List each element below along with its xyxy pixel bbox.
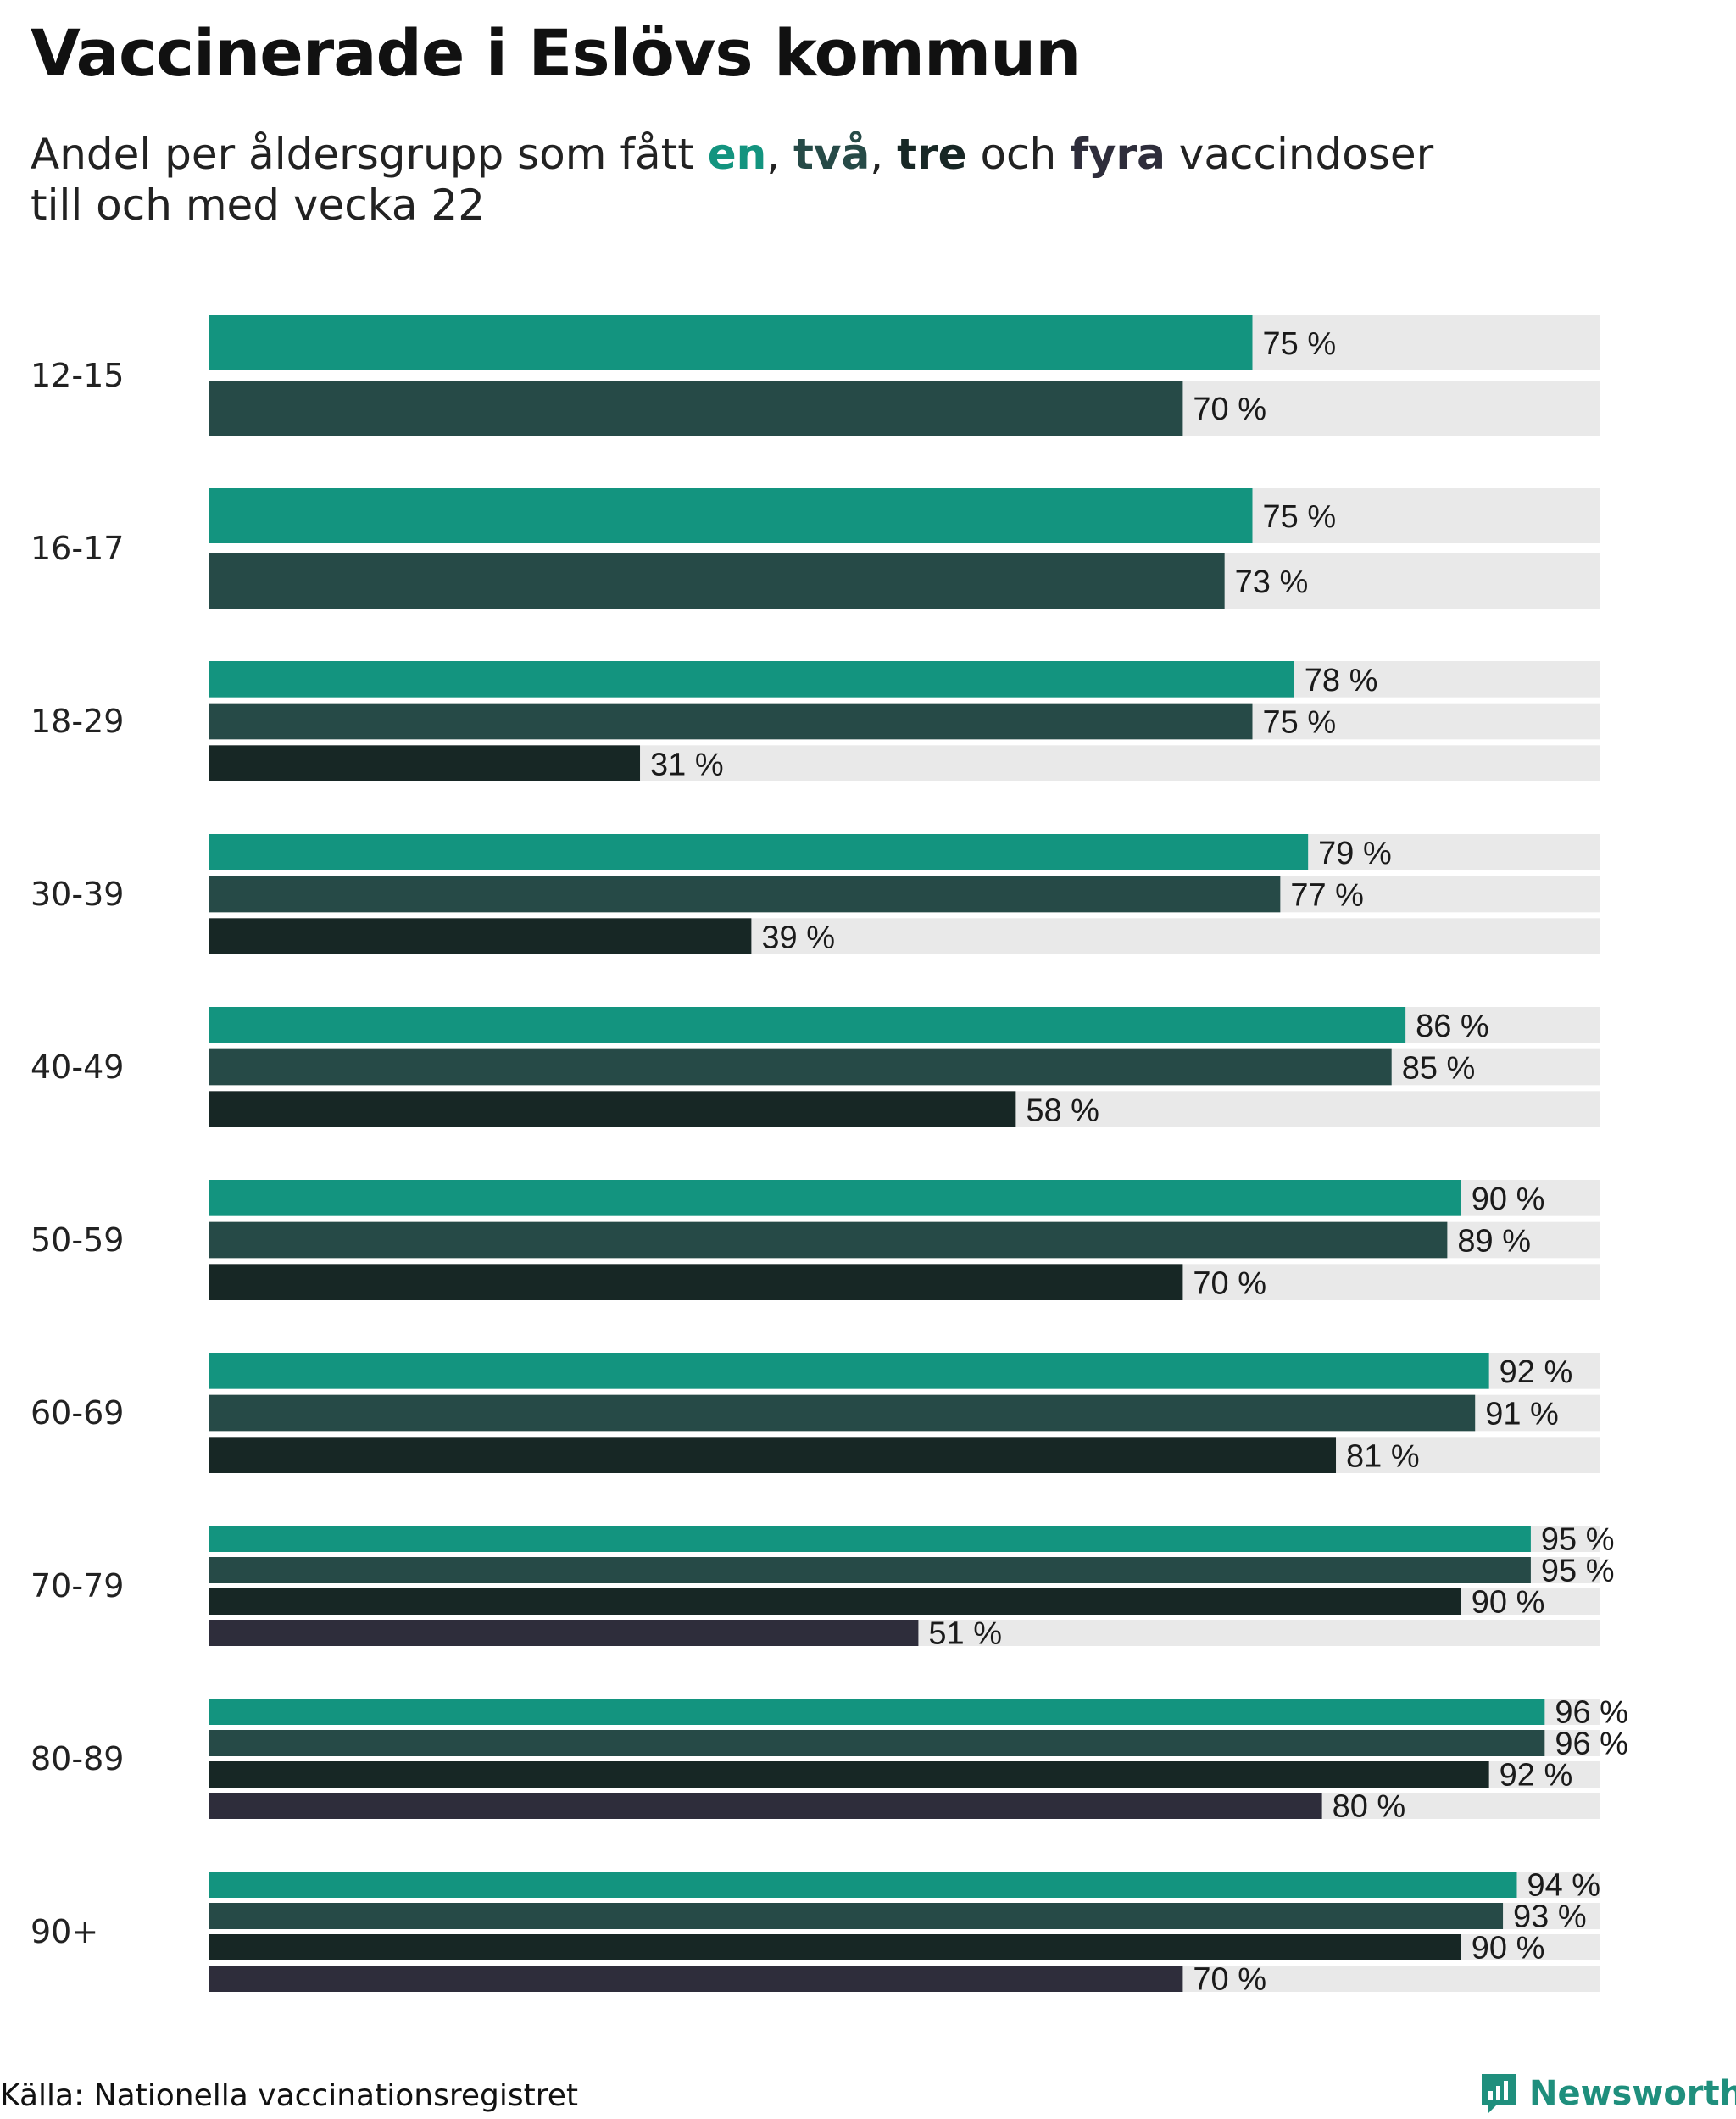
subtitle-connector: och <box>966 130 1071 179</box>
newsworthy-logo-icon <box>1482 2074 1516 2113</box>
data-label: 94 % <box>1527 1867 1600 1903</box>
data-label: 75 % <box>1263 499 1337 535</box>
category-label: 70-79 <box>31 1567 124 1605</box>
category-label: 80-89 <box>31 1740 124 1777</box>
bar-dose-2 <box>209 876 1281 913</box>
bar-dose-3 <box>209 1091 1016 1127</box>
subtitle-suffix: vaccindoser <box>1165 130 1434 179</box>
data-label: 90 % <box>1472 1930 1545 1966</box>
chart-title: Vaccinerade i Eslövs kommun <box>31 15 1081 91</box>
category-label: 90+ <box>31 1913 98 1950</box>
data-label: 77 % <box>1290 878 1364 914</box>
data-label: 92 % <box>1500 1757 1573 1793</box>
data-label: 51 % <box>928 1616 1002 1651</box>
bar-dose-1 <box>209 1526 1531 1552</box>
bar-dose-3 <box>209 1588 1461 1615</box>
data-label: 85 % <box>1402 1051 1476 1087</box>
category-label: 16-17 <box>31 530 124 567</box>
data-label: 80 % <box>1333 1788 1406 1824</box>
bar-dose-1 <box>209 661 1294 698</box>
bar-dose-3 <box>209 1934 1461 1960</box>
legend-dose-4: fyra <box>1070 130 1166 179</box>
data-label: 75 % <box>1263 705 1337 741</box>
data-label: 96 % <box>1555 1726 1628 1761</box>
bar-dose-1 <box>209 1007 1406 1043</box>
category-label: 12-15 <box>31 357 124 394</box>
bar-dose-4 <box>209 1620 919 1646</box>
data-label: 70 % <box>1193 1961 1266 1997</box>
data-label: 96 % <box>1555 1694 1628 1730</box>
data-label: 95 % <box>1541 1521 1615 1557</box>
data-label: 79 % <box>1318 836 1392 871</box>
subtitle-line-2: till och med vecka 22 <box>31 181 486 230</box>
category-label: 60-69 <box>31 1394 124 1432</box>
brand-name: Newsworthy <box>1529 2074 1736 2113</box>
data-label: 70 % <box>1193 392 1266 427</box>
category-label: 18-29 <box>31 703 124 740</box>
legend-dose-2: två <box>793 130 871 179</box>
data-label: 75 % <box>1263 326 1337 362</box>
category-label: 30-39 <box>31 876 124 913</box>
bar-dose-1 <box>209 315 1253 370</box>
chart-subtitle: Andel per åldersgrupp som fått en, två, … <box>31 129 1683 231</box>
bar-dose-4 <box>209 1966 1183 1992</box>
data-label: 89 % <box>1457 1224 1531 1260</box>
data-label: 81 % <box>1346 1438 1420 1474</box>
bar-dose-1 <box>209 834 1309 870</box>
bar-chart: 12-15 75 % 70 % 16-17 75 % 73 % 18-29 78 % 75 % 3… <box>31 315 1628 1997</box>
bar-dose-3 <box>209 918 752 954</box>
category-label: 40-49 <box>31 1048 124 1086</box>
bar-dose-2 <box>209 381 1183 436</box>
bar-dose-2 <box>209 1221 1448 1259</box>
bar-dose-2 <box>209 1903 1504 1929</box>
category-label: 50-59 <box>31 1221 124 1259</box>
data-label: 92 % <box>1500 1354 1573 1390</box>
bar-dose-3 <box>209 1437 1337 1473</box>
bar-dose-2 <box>209 1394 1476 1432</box>
data-label: 86 % <box>1416 1009 1489 1044</box>
bar-dose-2 <box>209 1557 1531 1583</box>
data-label: 90 % <box>1472 1584 1545 1620</box>
subtitle-separator: , <box>870 130 898 179</box>
bar-dose-1 <box>209 1699 1545 1725</box>
bar-dose-3 <box>209 1264 1183 1300</box>
bar-dose-4 <box>209 1793 1322 1819</box>
data-label: 70 % <box>1193 1265 1266 1301</box>
bar-dose-3 <box>209 745 641 781</box>
bar-dose-1 <box>209 488 1253 543</box>
data-label: 78 % <box>1305 663 1378 698</box>
bar-dose-3 <box>209 1761 1489 1788</box>
data-label: 93 % <box>1513 1899 1587 1934</box>
bar-dose-1 <box>209 1353 1489 1389</box>
bar-dose-1 <box>209 1872 1517 1898</box>
data-label: 91 % <box>1485 1397 1559 1432</box>
data-label: 39 % <box>761 920 835 955</box>
bar-dose-2 <box>209 1048 1392 1086</box>
subtitle-separator: , <box>766 130 794 179</box>
newsworthy-logo: Newsworthy <box>1478 2068 1736 2119</box>
legend-dose-3: tre <box>897 130 967 179</box>
data-label: 31 % <box>650 747 724 782</box>
data-label: 73 % <box>1235 565 1309 600</box>
bar-dose-2 <box>209 553 1225 609</box>
bar-dose-1 <box>209 1180 1461 1216</box>
bar-dose-2 <box>209 1730 1545 1756</box>
bar-dose-2 <box>209 703 1253 740</box>
subtitle-prefix: Andel per åldersgrupp som fått <box>31 130 708 179</box>
data-label: 58 % <box>1026 1093 1099 1128</box>
legend-dose-1: en <box>707 130 767 179</box>
data-label: 95 % <box>1541 1553 1615 1588</box>
data-label: 90 % <box>1472 1182 1545 1217</box>
source-note: Källa: Nationella vaccinationsregistret <box>0 2078 578 2113</box>
